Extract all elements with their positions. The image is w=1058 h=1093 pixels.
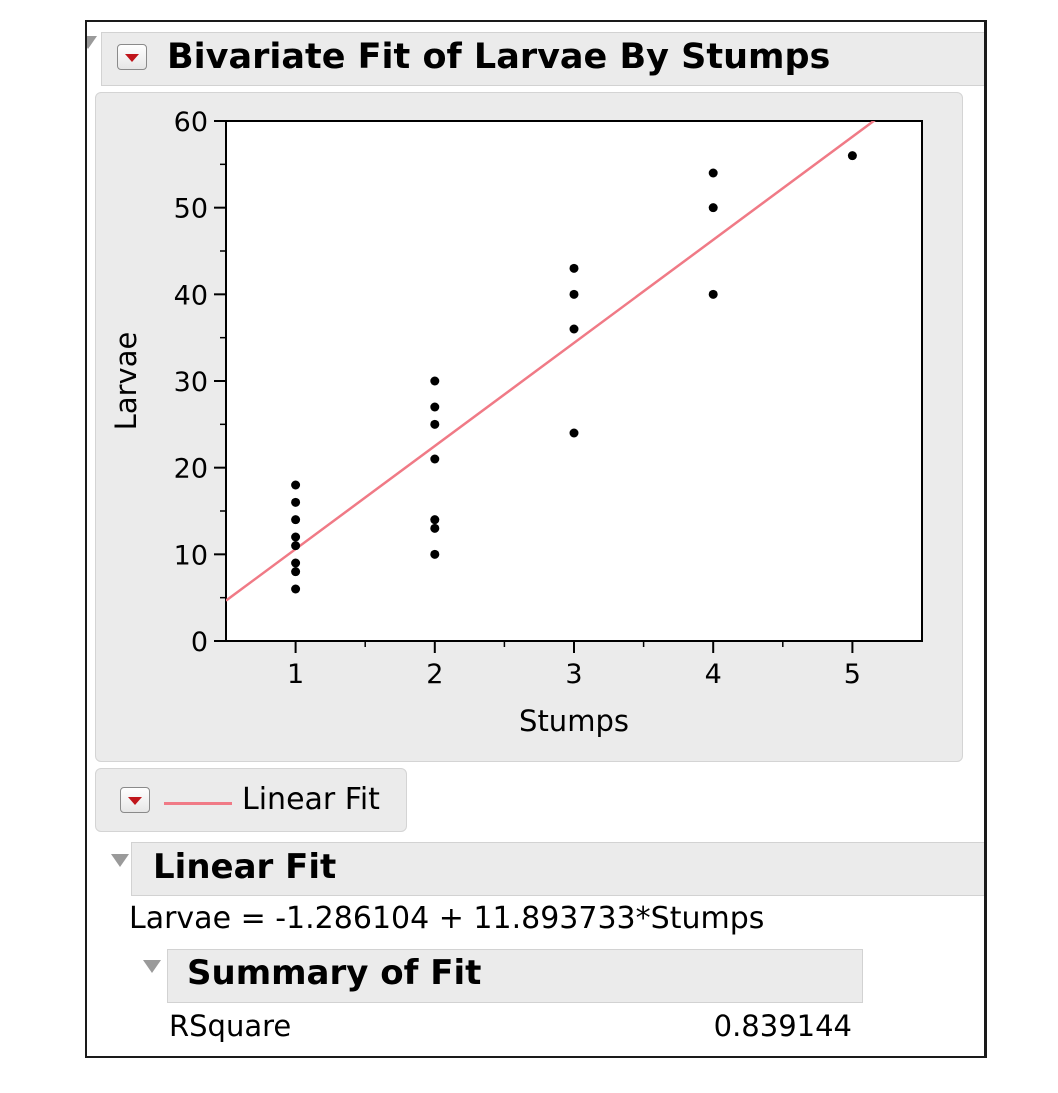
data-point: [430, 549, 440, 559]
linear-fit-red-triangle-menu-button[interactable]: [120, 787, 150, 813]
data-point: [430, 454, 440, 464]
data-point: [291, 480, 301, 490]
linear-fit-title: Linear Fit: [153, 847, 337, 887]
data-point: [708, 289, 718, 299]
data-point: [708, 168, 718, 178]
summary-of-fit-title: Summary of Fit: [187, 953, 482, 993]
data-point: [430, 419, 440, 429]
data-point: [430, 523, 440, 533]
data-point: [291, 497, 301, 507]
legend: Linear Fit: [95, 768, 407, 832]
data-point: [430, 515, 440, 525]
x-axis-label: Stumps: [519, 704, 629, 738]
bivariate-report: Bivariate Fit of Larvae By Stumps 0 10 20 3…: [85, 20, 987, 1058]
rsquare-value: 0.839144: [713, 1009, 852, 1043]
data-point: [708, 203, 718, 213]
y-tick-label: 20: [174, 454, 208, 485]
red-triangle-icon: [128, 797, 142, 805]
y-tick-label: 0: [191, 627, 208, 658]
summary-of-fit-disclosure-triangle-icon[interactable]: [143, 960, 161, 973]
data-point: [291, 558, 301, 568]
plot-area: [225, 120, 923, 642]
legend-label: Linear Fit: [242, 782, 380, 817]
red-triangle-icon: [125, 54, 139, 62]
data-point: [847, 151, 857, 161]
plot-frame: 0 10 20 30 40 50 60 1 2 3 4 5 Stumps Larvae: [95, 92, 963, 762]
x-tick-label: 2: [426, 659, 443, 690]
report-red-triangle-menu-button[interactable]: [117, 44, 147, 70]
report-disclosure-triangle-icon[interactable]: [87, 36, 97, 49]
x-tick-label: 5: [844, 659, 861, 690]
data-point: [569, 324, 579, 334]
y-tick-label: 50: [174, 194, 208, 225]
legend-line-swatch: [164, 802, 232, 805]
x-tick-label: 4: [705, 659, 722, 690]
fit-equation: Larvae = -1.286104 + 11.893733*Stumps: [129, 901, 765, 936]
data-point: [569, 289, 579, 299]
report-title: Bivariate Fit of Larvae By Stumps: [167, 37, 831, 77]
data-point: [430, 402, 440, 412]
data-point: [291, 567, 301, 577]
report-header: [101, 32, 984, 86]
y-tick-label: 30: [174, 367, 208, 398]
x-tick-label: 1: [287, 659, 304, 690]
y-tick-label: 60: [174, 107, 208, 138]
y-tick-label: 10: [174, 540, 208, 571]
data-point: [291, 584, 301, 594]
summary-of-fit-header: [167, 949, 863, 1003]
data-point: [569, 263, 579, 273]
linear-fit-disclosure-triangle-icon[interactable]: [111, 854, 129, 867]
rsquare-label: RSquare: [169, 1009, 292, 1043]
linear-fit-header: [131, 842, 984, 896]
data-point: [430, 376, 440, 386]
x-tick-label: 3: [565, 659, 582, 690]
data-point: [291, 541, 301, 551]
linear-fit-line: [226, 121, 876, 602]
y-tick-label: 40: [174, 280, 208, 311]
data-point: [291, 532, 301, 542]
scatter-plot: 0 10 20 30 40 50 60 1 2 3 4 5 Stumps Larvae: [109, 107, 923, 738]
y-axis-label: Larvae: [109, 332, 143, 431]
data-point: [569, 428, 579, 438]
data-point: [291, 515, 301, 525]
